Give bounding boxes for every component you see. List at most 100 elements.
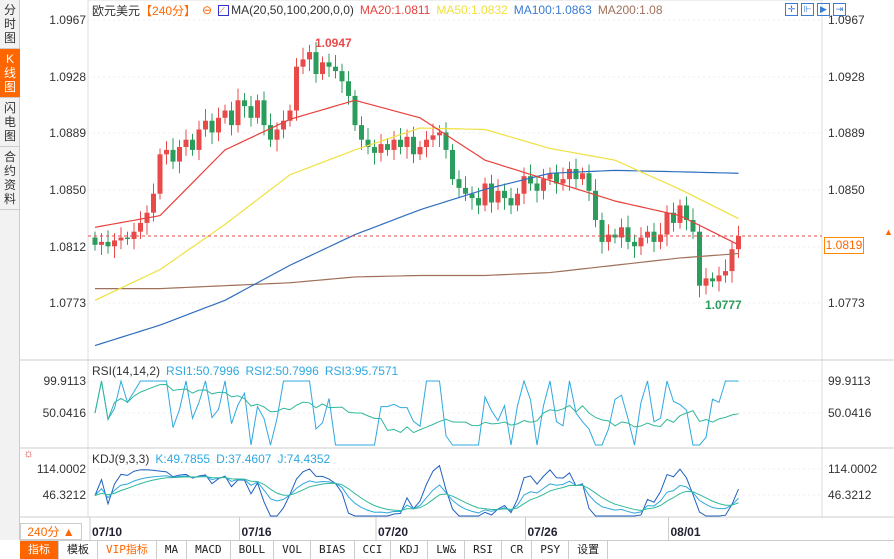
candle-body <box>281 120 286 130</box>
tab-contract-info[interactable]: 合约资料 <box>0 147 20 210</box>
candle-body <box>736 236 741 250</box>
candle-body <box>326 62 332 67</box>
candle-body <box>99 241 104 245</box>
candle-body <box>307 52 312 60</box>
indicator-tab-12[interactable]: CR <box>502 541 533 559</box>
rsi3-value: RSI3:95.7571 <box>324 364 399 378</box>
indicator-tab-0[interactable]: 指标 <box>20 541 59 559</box>
high-price-label: 1.0947 <box>315 36 352 50</box>
price-tick-r: 1.0773 <box>828 296 865 310</box>
ma100-line <box>94 169 739 347</box>
candle-body <box>177 147 182 162</box>
indicator-tick-r: 99.9113 <box>828 374 871 388</box>
candle-body <box>105 241 111 247</box>
indicator-tab-8[interactable]: CCI <box>355 541 392 559</box>
candle-body <box>723 271 728 276</box>
candle-body <box>482 183 488 206</box>
candle-body <box>664 212 670 235</box>
candle-body <box>443 132 449 150</box>
candle-body <box>294 66 299 111</box>
ma-settings-icon[interactable]: ⟋ <box>218 4 230 16</box>
candle-body <box>359 125 364 140</box>
candle-body <box>352 95 358 126</box>
symbol-name: 欧元美元 <box>92 3 141 18</box>
zoom-range-icon[interactable]: ⊩ <box>801 3 814 16</box>
candle-body <box>339 71 345 82</box>
indicator-tab-3[interactable]: MA <box>157 541 188 559</box>
indicator-tab-7[interactable]: BIAS <box>311 541 355 559</box>
period-selector[interactable]: 240分 ▲ <box>20 523 82 540</box>
candle-body <box>632 241 637 247</box>
price-tick-r: 1.0850 <box>828 183 865 197</box>
kdj-title: KDJ(9,3,3) <box>92 452 150 466</box>
rsi1-line <box>94 380 739 434</box>
indicator-tick-r: 114.0002 <box>828 462 878 476</box>
candle-body <box>567 168 572 180</box>
candle-body <box>456 179 462 188</box>
candle-body <box>183 139 189 148</box>
candle-body <box>157 154 163 194</box>
candle-body <box>606 234 611 242</box>
rsi-legend: RSI(14,14,2) RSI1:50.7996 RSI2:50.7996 R… <box>92 364 398 378</box>
indicator-tab-2[interactable]: VIP指标 <box>98 541 157 559</box>
indicator-tabs: 指标 模板 VIP指标 MA MACD BOLL VOL BIAS CCI KDJ LW& RSI CR… <box>20 540 894 559</box>
indicator-tab-6[interactable]: VOL <box>274 541 311 559</box>
minus-circle-icon[interactable]: ⊖ <box>202 3 213 17</box>
candle-body <box>651 231 657 242</box>
tab-kline[interactable]: K线图 <box>0 49 20 98</box>
candle-body <box>170 149 176 162</box>
candle-body <box>729 249 735 272</box>
indicator-tab-5[interactable]: BOLL <box>231 541 275 559</box>
indicator-tab-10[interactable]: LW& <box>428 541 466 559</box>
candle-body <box>450 149 455 180</box>
candle-body <box>313 52 319 75</box>
date-label: 07/10 <box>92 525 123 539</box>
candle-body <box>255 100 260 118</box>
candlestick-chart[interactable]: ▲ <box>0 0 894 540</box>
candle-body <box>372 147 377 153</box>
tab-flash[interactable]: 闪电图 <box>0 98 20 147</box>
indicator-tab-9[interactable]: KDJ <box>391 541 429 559</box>
candle-body <box>697 231 702 286</box>
indicator-tab-14[interactable]: 设置 <box>569 541 609 559</box>
candle-body <box>547 173 553 180</box>
candle-body <box>222 110 228 118</box>
candle-body <box>385 144 390 150</box>
candle-body <box>534 183 540 191</box>
candle-body <box>703 278 709 286</box>
candle-body <box>430 135 436 140</box>
candle-body <box>489 183 494 203</box>
tab-timeshare[interactable]: 分时图 <box>0 0 20 49</box>
price-tick-l: 1.0773 <box>49 296 86 310</box>
candle-body <box>196 129 202 150</box>
date-label: 07/16 <box>241 525 272 539</box>
price-tick-r: 1.0967 <box>828 13 865 27</box>
indicator-tab-13[interactable]: PSY <box>532 541 570 559</box>
candle-body <box>541 179 546 191</box>
candle-body <box>268 125 273 140</box>
crosshair-icon[interactable]: ✛ <box>785 3 798 16</box>
candle-body <box>437 132 442 136</box>
candle-body <box>560 179 566 184</box>
candle-body <box>580 173 585 180</box>
candle-body <box>593 190 598 220</box>
candle-body <box>463 187 468 194</box>
play-icon[interactable]: ▶ <box>817 3 830 16</box>
rsi-title: RSI(14,14,2) <box>92 364 161 378</box>
indicator-tab-11[interactable]: RSI <box>465 541 502 559</box>
candle-body <box>320 62 325 75</box>
goto-latest-icon[interactable]: ⇥ <box>833 3 846 16</box>
kdj-j-line <box>94 464 739 517</box>
sidebar: 分时图 K线图 闪电图 合约资料 <box>0 0 20 540</box>
last-price-arrow-icon: ▲ <box>884 227 893 237</box>
candle-body <box>131 231 137 239</box>
candle-body <box>125 237 130 239</box>
indicator-tab-4[interactable]: MACD <box>187 541 231 559</box>
ma50-value: MA50:1.0832 <box>436 3 508 17</box>
ma20-value: MA20:1.0811 <box>359 3 431 17</box>
price-tick-l: 1.0967 <box>49 13 86 27</box>
candle-body <box>502 190 507 199</box>
indicator-tab-1[interactable]: 模板 <box>59 541 98 559</box>
settings-sun-icon[interactable]: ☼ <box>23 446 34 460</box>
candle-body <box>398 139 403 148</box>
